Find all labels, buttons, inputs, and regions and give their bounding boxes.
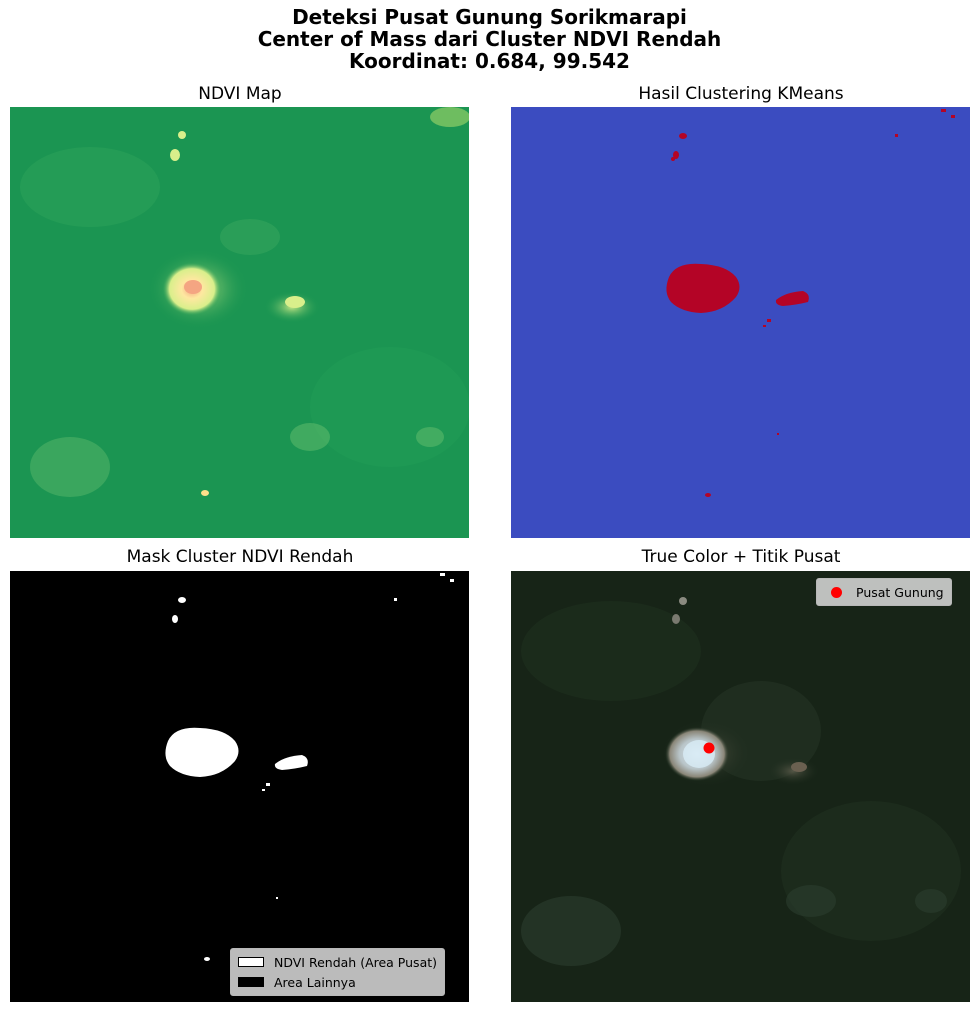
center-legend: Pusat Gunung: [816, 578, 952, 606]
black-swatch-icon: [238, 977, 264, 987]
legend-entry-other-area: Area Lainnya: [238, 972, 437, 992]
mask-title: Mask Cluster NDVI Rendah: [126, 547, 354, 567]
figure-title-line-2: Center of Mass dari Cluster NDVI Rendah: [257, 27, 722, 51]
true-color-image: [511, 571, 970, 1002]
legend-label: NDVI Rendah (Area Pusat): [274, 954, 438, 970]
white-swatch-icon: [238, 957, 264, 967]
kmeans-title: Hasil Clustering KMeans: [638, 84, 844, 104]
legend-label: Area Lainnya: [274, 974, 356, 990]
kmeans-cluster-image: [511, 107, 970, 538]
red-dot-icon: [831, 586, 842, 598]
legend-entry-low-ndvi: NDVI Rendah (Area Pusat): [238, 952, 437, 972]
legend-label: Pusat Gunung: [856, 584, 944, 600]
true-color-title: True Color + Titik Pusat: [641, 547, 841, 567]
mask-image: [10, 571, 469, 1002]
figure-title-line-1: Deteksi Pusat Gunung Sorikmarapi: [292, 5, 687, 29]
legend-entry-center: Pusat Gunung: [824, 582, 944, 602]
figure-title-line-3: Koordinat: 0.684, 99.542: [349, 49, 630, 73]
figure-title: Deteksi Pusat Gunung Sorikmarapi Center …: [0, 6, 979, 72]
ndvi-map-image: [10, 107, 469, 538]
mask-legend: NDVI Rendah (Area Pusat) Area Lainnya: [230, 948, 446, 996]
mountain-center-marker-icon: [703, 742, 715, 754]
ndvi-map-title: NDVI Map: [198, 84, 282, 104]
